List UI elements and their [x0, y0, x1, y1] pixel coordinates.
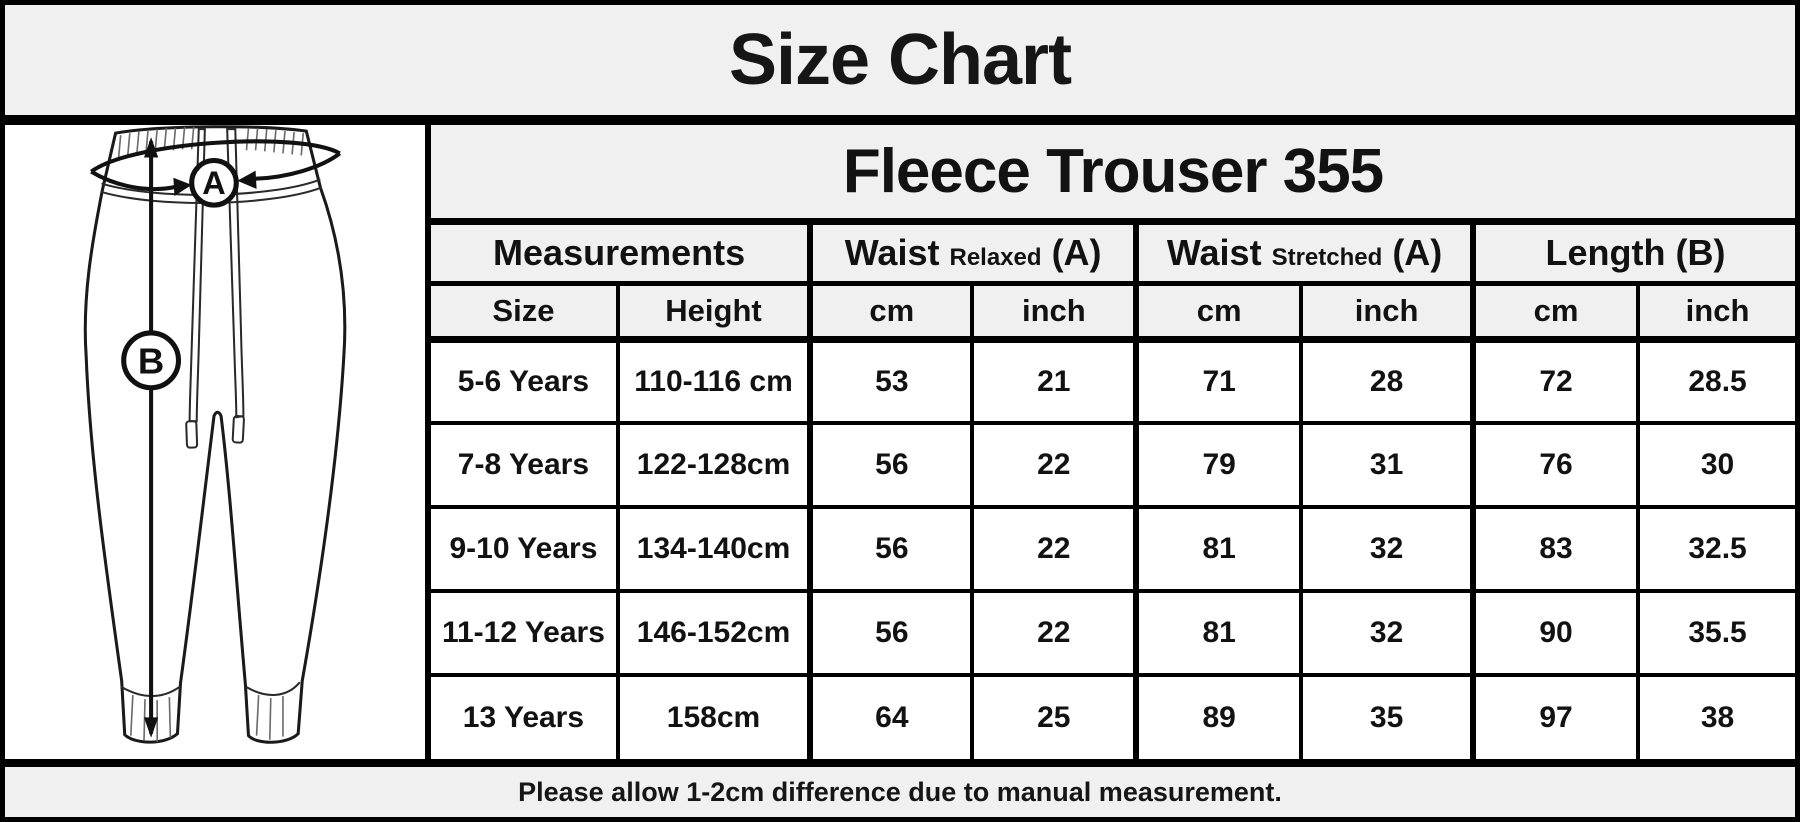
column-header-cm: cm: [1470, 281, 1641, 343]
group-header-measurements: Measurements: [431, 219, 813, 286]
column-header-inch: inch: [970, 281, 1139, 343]
size-cell: 13 Years: [431, 673, 620, 759]
height-cell: 146-152cm: [615, 589, 813, 677]
size-table-area: Fleece Trouser 355 Measurements Waist Re…: [425, 125, 1795, 759]
value-cell: 25: [970, 673, 1139, 759]
column-header-cm: cm: [1133, 281, 1304, 343]
height-cell: 134-140cm: [615, 505, 813, 593]
height-cell: 110-116 cm: [615, 337, 813, 425]
column-header-height: Height: [615, 281, 813, 343]
drawstring-left: [188, 128, 206, 423]
measure-b-label: B: [138, 341, 164, 382]
value-cell: 56: [807, 421, 975, 509]
cuff-ribbing: [129, 695, 284, 742]
column-header-size: Size: [431, 281, 620, 343]
waist-arc-top: [90, 139, 341, 174]
main-area: A B Fleece Trouser 355: [5, 125, 1795, 767]
page-title: Size Chart: [728, 20, 1072, 100]
size-cell: 5-6 Years: [431, 337, 620, 425]
value-cell: 35: [1299, 673, 1476, 759]
measure-a-circle: [189, 157, 239, 208]
right-cuff-seam: [245, 681, 301, 696]
drawstring-aglet-left: [185, 420, 199, 449]
group-header-waist-stretched: Waist Stretched (A): [1133, 219, 1476, 286]
value-cell: 83: [1470, 505, 1641, 593]
value-cell: 22: [970, 421, 1139, 509]
group-label-main: Waist: [1166, 231, 1262, 273]
product-title: Fleece Trouser 355: [431, 125, 1795, 225]
trouser-diagram-panel: A B: [5, 125, 425, 759]
value-cell: 38: [1636, 673, 1795, 759]
height-cell: 122-128cm: [615, 421, 813, 509]
table-row-7-8-years: 7-8 Years 122-128cm 56 22 79 31 76 30: [431, 421, 1795, 509]
value-cell: 22: [970, 589, 1139, 677]
group-label: Measurements: [493, 231, 746, 273]
measure-b-circle: [121, 330, 182, 391]
group-label-qualifier: Stretched: [1271, 243, 1383, 271]
drawstring-aglet-right: [231, 415, 245, 444]
value-cell: 89: [1133, 673, 1304, 759]
value-cell: 32.5: [1636, 505, 1795, 593]
column-header-inch: inch: [1636, 281, 1795, 343]
value-cell: 72: [1470, 337, 1641, 425]
size-cell: 11-12 Years: [431, 589, 620, 677]
value-cell: 90: [1470, 589, 1641, 677]
height-cell: 158cm: [615, 673, 813, 759]
trouser-illustration: A B: [83, 125, 347, 744]
title-band: Size Chart: [5, 5, 1795, 125]
value-cell: 28: [1299, 337, 1476, 425]
group-label-suffix: (A): [1392, 231, 1443, 273]
size-cell: 9-10 Years: [431, 505, 620, 593]
value-cell: 31: [1299, 421, 1476, 509]
value-cell: 28.5: [1636, 337, 1795, 425]
value-cell: 53: [807, 337, 975, 425]
column-header-inch: inch: [1299, 281, 1476, 343]
trouser-outline: [83, 125, 347, 744]
group-label-qualifier: Relaxed: [949, 243, 1042, 271]
value-cell: 76: [1470, 421, 1641, 509]
group-header-waist-relaxed: Waist Relaxed (A): [807, 219, 1139, 286]
value-cell: 35.5: [1636, 589, 1795, 677]
waist-arrow-head-right: [237, 170, 257, 189]
value-cell: 64: [807, 673, 975, 759]
table-row-5-6-years: 5-6 Years 110-116 cm 53 21 71 28 72 28.5: [431, 337, 1795, 425]
waist-arc-right: [254, 151, 342, 181]
length-arrow-head-bottom: [143, 717, 159, 738]
size-table: Fleece Trouser 355 Measurements Waist Re…: [431, 125, 1795, 759]
value-cell: 71: [1133, 337, 1304, 425]
value-cell: 81: [1133, 589, 1304, 677]
footer-band: Please allow 1-2cm difference due to man…: [5, 767, 1795, 817]
waist-arc-left: [90, 169, 176, 192]
value-cell: 22: [970, 505, 1139, 593]
column-header-cm: cm: [807, 281, 975, 343]
group-label-suffix: (A): [1051, 231, 1102, 273]
measurement-note: Please allow 1-2cm difference due to man…: [518, 776, 1282, 807]
table-row-9-10-years: 9-10 Years 134-140cm 56 22 81 32 83 32.5: [431, 505, 1795, 593]
group-label: Length (B): [1545, 231, 1726, 273]
waist-arrow-head-left: [173, 177, 192, 197]
table-row-11-12-years: 11-12 Years 146-152cm 56 22 81 32 90 35.…: [431, 589, 1795, 677]
size-cell: 7-8 Years: [431, 421, 620, 509]
value-cell: 56: [807, 505, 975, 593]
value-cell: 79: [1133, 421, 1304, 509]
value-cell: 81: [1133, 505, 1304, 593]
group-header-length: Length (B): [1470, 219, 1795, 286]
table-row-13-years: 13 Years 158cm 64 25 89 35 97 38: [431, 673, 1795, 759]
measure-a-label: A: [202, 165, 225, 201]
value-cell: 32: [1299, 589, 1476, 677]
value-cell: 32: [1299, 505, 1476, 593]
value-cell: 30: [1636, 421, 1795, 509]
value-cell: 97: [1470, 673, 1641, 759]
group-label-main: Waist: [844, 231, 940, 273]
value-cell: 56: [807, 589, 975, 677]
value-cell: 21: [970, 337, 1139, 425]
